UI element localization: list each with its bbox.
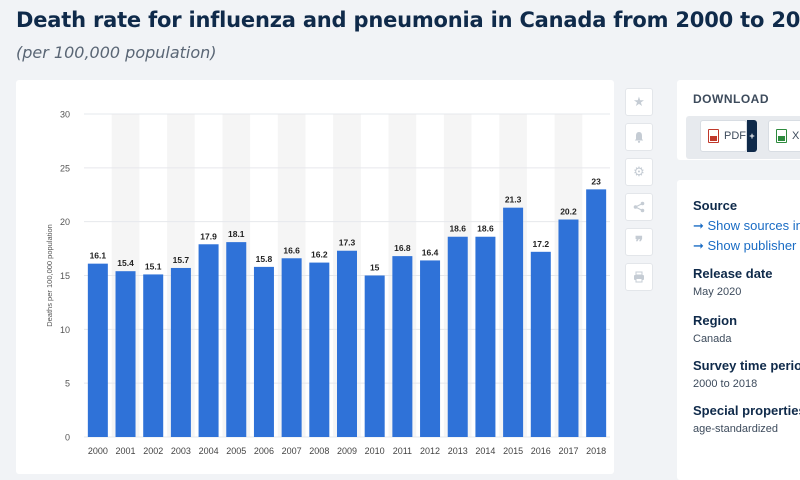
bar xyxy=(226,242,247,437)
y-tick-label: 15 xyxy=(60,271,70,281)
share-icon[interactable] xyxy=(625,193,653,221)
bar xyxy=(364,275,385,437)
x-tick-label: 2016 xyxy=(531,446,551,456)
x-tick-label: 2017 xyxy=(558,446,578,456)
bar xyxy=(447,236,468,437)
y-tick-label: 30 xyxy=(60,110,70,120)
data-label: 18.6 xyxy=(477,224,494,234)
download-xls-button[interactable]: X xyxy=(768,120,800,152)
bar xyxy=(475,236,496,437)
data-label: 17.9 xyxy=(200,231,217,241)
y-tick-label: 5 xyxy=(65,379,70,389)
bar xyxy=(309,262,330,437)
bar xyxy=(281,258,302,437)
data-label: 15.8 xyxy=(256,254,273,264)
data-label: 18.1 xyxy=(228,229,245,239)
x-tick-label: 2007 xyxy=(282,446,302,456)
source-label: Source xyxy=(693,198,738,213)
pdf-file-icon xyxy=(708,129,719,143)
page-title: Death rate for influenza and pneumonia i… xyxy=(16,8,800,32)
x-tick-label: 2002 xyxy=(143,446,163,456)
bar xyxy=(420,260,441,437)
download-title: DOWNLOAD xyxy=(693,92,769,106)
x-tick-label: 2013 xyxy=(448,446,468,456)
x-tick-label: 2005 xyxy=(226,446,246,456)
x-tick-label: 2015 xyxy=(503,446,523,456)
quote-icon[interactable]: ❞ xyxy=(625,228,653,256)
star-icon[interactable]: ★ xyxy=(625,88,653,116)
show-sources-link[interactable]: ➞ Show sources in xyxy=(693,218,800,233)
data-label: 15 xyxy=(370,263,380,273)
x-tick-label: 2008 xyxy=(309,446,329,456)
x-tick-label: 2014 xyxy=(475,446,495,456)
special-properties-label: Special properties xyxy=(693,403,800,418)
data-label: 23 xyxy=(591,176,601,186)
data-label: 21.3 xyxy=(505,195,522,205)
show-publisher-link[interactable]: ➞ Show publisher xyxy=(693,238,797,253)
pdf-options-button[interactable]: + xyxy=(747,120,757,152)
data-label: 18.6 xyxy=(449,224,466,234)
data-label: 15.4 xyxy=(117,258,134,268)
x-tick-label: 2009 xyxy=(337,446,357,456)
x-tick-label: 2011 xyxy=(393,446,412,456)
bar xyxy=(170,267,191,437)
y-tick-label: 0 xyxy=(65,433,70,443)
print-icon[interactable] xyxy=(625,263,653,291)
bar xyxy=(253,266,274,437)
pdf-label: PDF xyxy=(724,130,746,142)
data-label: 16.6 xyxy=(283,245,300,255)
page-subtitle: (per 100,000 population) xyxy=(16,43,217,62)
download-button-group: PDF + X xyxy=(686,116,800,159)
x-tick-label: 2012 xyxy=(420,446,440,456)
bar-chart: 0 5 10 15 20 25 30 Deaths per 100,000 populatio… xyxy=(45,110,610,456)
data-label: 15.1 xyxy=(145,261,162,271)
y-tick-label: 20 xyxy=(60,217,70,227)
xls-file-icon xyxy=(776,129,787,143)
release-date-value: May 2020 xyxy=(693,286,742,298)
x-tick-label: 2001 xyxy=(116,446,136,456)
data-label: 16.8 xyxy=(394,243,411,253)
data-label: 15.7 xyxy=(173,255,190,265)
x-tick-label: 2003 xyxy=(171,446,191,456)
details-panel: Source ➞ Show sources in ➞ Show publishe… xyxy=(677,180,800,480)
release-date-label: Release date xyxy=(693,266,773,281)
x-tick-label: 2004 xyxy=(199,446,219,456)
bar xyxy=(198,244,219,437)
chart-card: 0 5 10 15 20 25 30 Deaths per 100,000 populatio… xyxy=(16,80,614,474)
data-label: 16.2 xyxy=(311,250,328,260)
gear-icon[interactable]: ⚙ xyxy=(625,158,653,186)
bar xyxy=(530,251,551,437)
bell-icon[interactable] xyxy=(625,123,653,151)
x-tick-label: 2000 xyxy=(88,446,108,456)
bar xyxy=(337,250,357,437)
bar xyxy=(115,271,136,437)
data-label: 17.3 xyxy=(339,238,356,248)
x-tick-label: 2006 xyxy=(254,446,274,456)
special-properties-value: age-standardized xyxy=(693,423,779,435)
x-tick-label: 2010 xyxy=(365,446,385,456)
region-value: Canada xyxy=(693,333,732,345)
y-tick-label: 25 xyxy=(60,163,70,173)
data-label: 17.2 xyxy=(533,239,550,249)
xls-label: X xyxy=(792,130,800,142)
bar xyxy=(503,207,524,437)
bar xyxy=(586,189,607,437)
data-label: 16.1 xyxy=(90,251,107,261)
y-tick-label: 10 xyxy=(60,325,70,335)
chart-toolbar: ★ ⚙ ❞ xyxy=(625,88,655,298)
download-panel: DOWNLOAD PDF + X xyxy=(677,80,800,160)
region-label: Region xyxy=(693,313,738,328)
survey-period-label: Survey time perio xyxy=(693,358,800,373)
bar xyxy=(558,219,579,437)
download-pdf-button[interactable]: PDF xyxy=(700,120,747,152)
data-label: 20.2 xyxy=(560,207,577,217)
bar xyxy=(143,274,164,437)
x-tick-label: 2018 xyxy=(586,446,606,456)
bar xyxy=(392,256,413,437)
data-label: 16.4 xyxy=(422,247,439,257)
survey-period-value: 2000 to 2018 xyxy=(693,378,758,390)
bar xyxy=(87,263,108,437)
y-axis-label: Deaths per 100,000 population xyxy=(45,224,54,327)
